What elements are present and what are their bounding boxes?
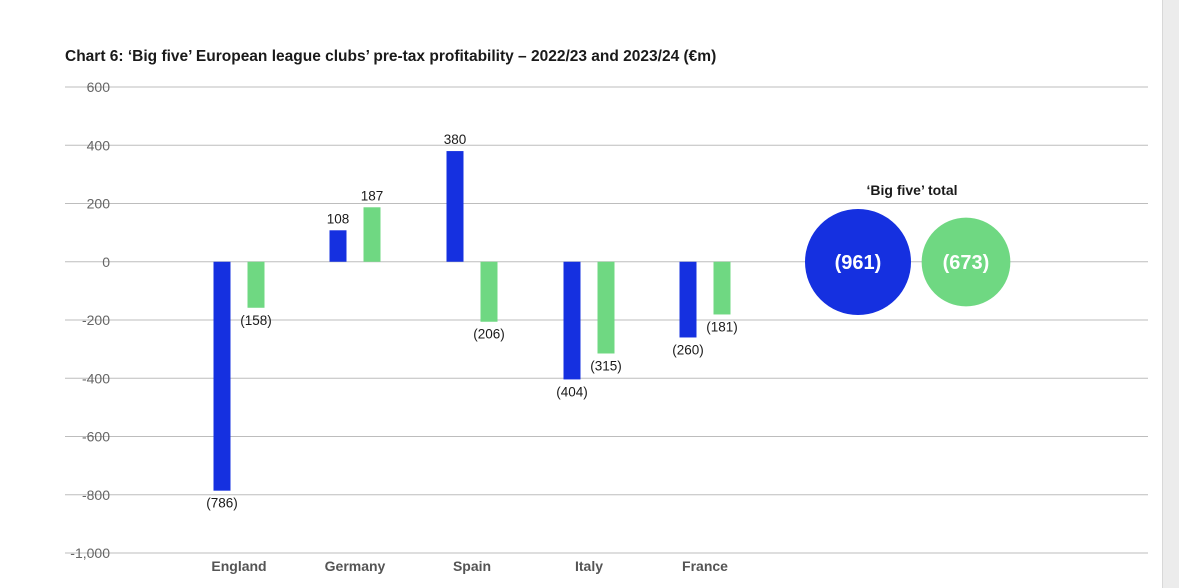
y-tick-label: -800 <box>82 487 110 503</box>
y-tick-label: 600 <box>87 79 111 95</box>
bar-spain-series-2 <box>480 261 498 322</box>
data-label: (158) <box>240 313 272 328</box>
x-category-label: Spain <box>453 558 491 574</box>
totals-title: ‘Big five’ total <box>866 182 957 198</box>
bars <box>213 151 731 491</box>
bar-england-series-2 <box>247 261 265 308</box>
data-label: (206) <box>473 327 505 342</box>
bar-spain-series-1 <box>446 151 464 262</box>
y-tick-label: -1,000 <box>70 545 110 561</box>
y-tick-label: -400 <box>82 370 110 386</box>
x-category-label: Italy <box>575 558 603 574</box>
y-tick-label: 200 <box>87 196 111 212</box>
data-label: (404) <box>556 384 588 399</box>
big-five-totals: ‘Big five’ total (961) (673) <box>805 182 1011 315</box>
data-label: 380 <box>444 132 467 147</box>
y-tick-label: 0 <box>102 254 110 270</box>
data-label: (786) <box>206 496 238 511</box>
y-tick-label: -200 <box>82 312 110 328</box>
y-tick-label: 400 <box>87 137 111 153</box>
bar-france-series-2 <box>713 261 731 315</box>
data-labels: (786) 108 380 (404) (260) (158) 187 (206) (315) (… <box>206 132 738 511</box>
data-label: (260) <box>672 342 704 357</box>
x-category-label: France <box>682 558 728 574</box>
total-bubble-label: (961) <box>835 252 882 274</box>
total-bubble-series-2 <box>921 217 1011 307</box>
total-bubble-label: (673) <box>943 252 990 274</box>
chart-title: Chart 6: ‘Big five’ European league club… <box>65 48 717 65</box>
y-axis-ticks: 600 400 200 0 -200 -400 -600 -800 -1,000 <box>70 79 110 561</box>
total-bubble-series-1 <box>805 209 911 315</box>
y-tick-label: -600 <box>82 429 110 445</box>
x-axis-categories: England Germany Spain Italy France <box>211 558 728 574</box>
data-label: (181) <box>706 319 738 334</box>
data-label: 187 <box>361 188 384 203</box>
bar-germany-series-1 <box>329 230 347 262</box>
x-category-label: England <box>211 558 266 574</box>
bar-france-series-1 <box>679 261 697 338</box>
bar-italy-series-1 <box>563 261 581 380</box>
bar-england-series-1 <box>213 261 231 491</box>
data-label: (315) <box>590 358 622 373</box>
data-label: 108 <box>327 211 350 226</box>
bar-italy-series-2 <box>597 261 615 354</box>
x-category-label: Germany <box>325 558 386 574</box>
bar-germany-series-2 <box>363 207 381 262</box>
